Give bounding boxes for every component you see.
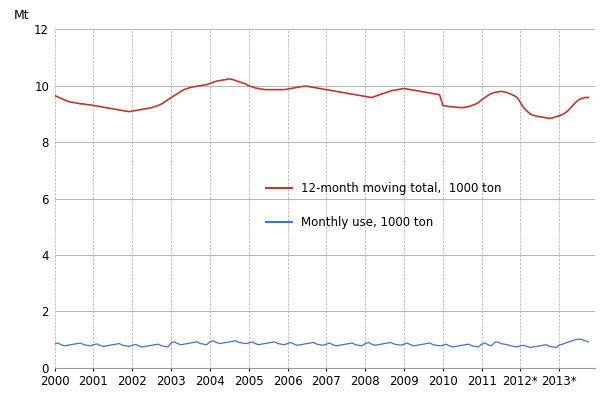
Text: Mt: Mt — [14, 10, 30, 23]
Legend: 12-month moving total,  1000 ton, Monthly use, 1000 ton: 12-month moving total, 1000 ton, Monthly… — [266, 182, 502, 229]
